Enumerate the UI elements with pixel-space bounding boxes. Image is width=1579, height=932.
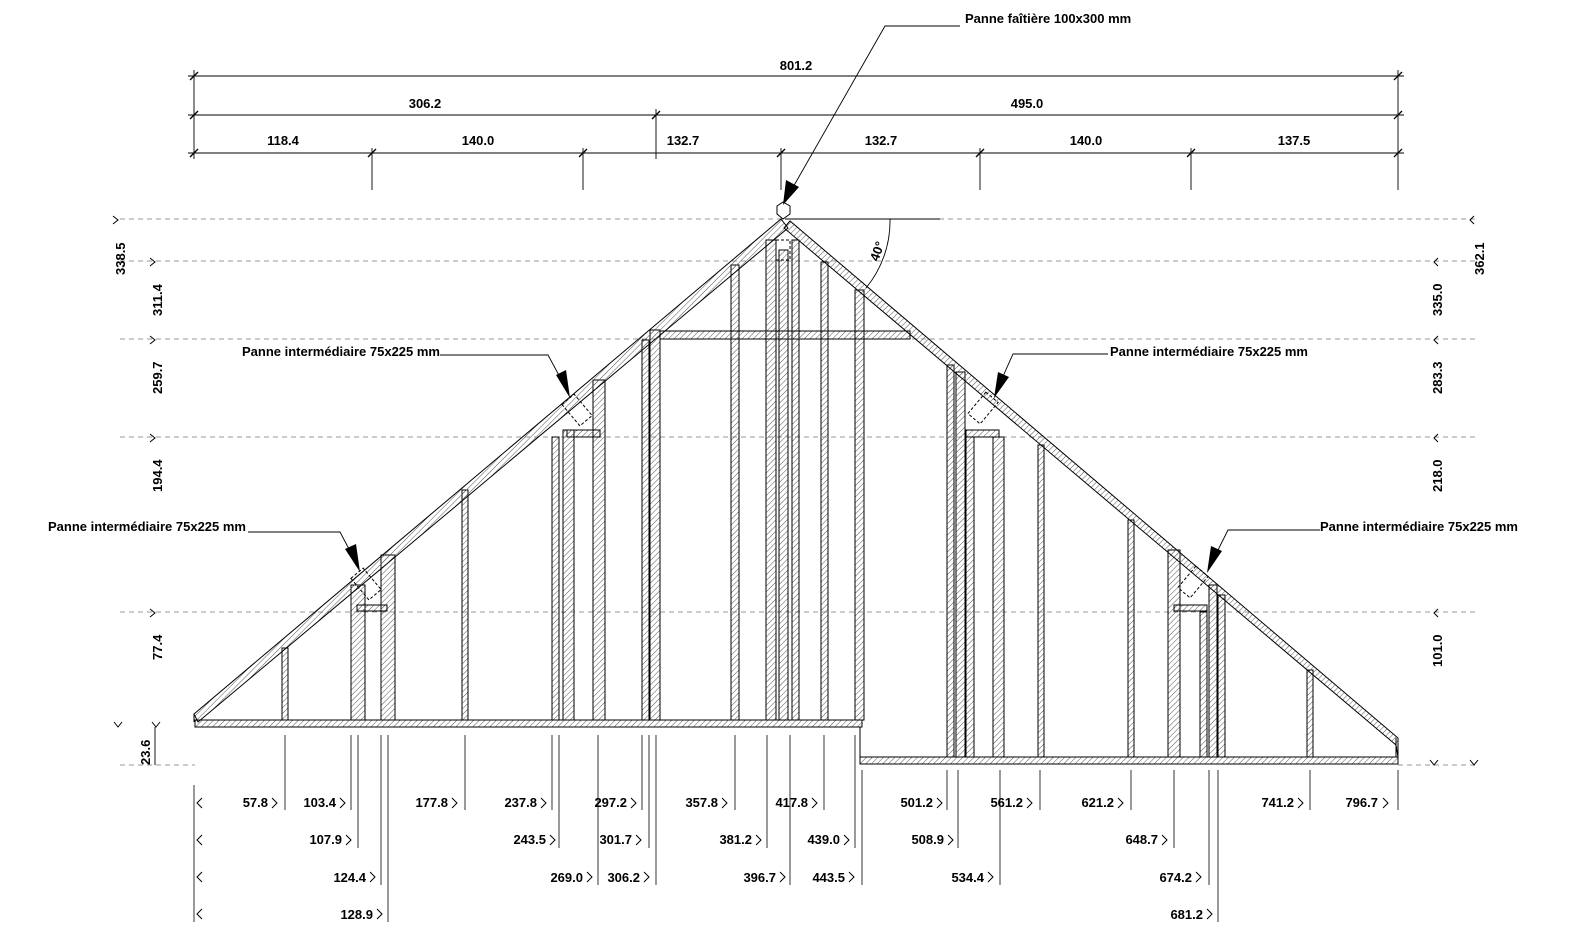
bottom-dim: 439.0 xyxy=(807,832,840,847)
dim-seg-5: 140.0 xyxy=(1070,133,1103,148)
bottom-dim: 301.7 xyxy=(599,832,632,847)
left-height-dims: 338.5 311.4 259.7 194.4 77.4 23.6 xyxy=(112,215,165,765)
left-height-3: 259.7 xyxy=(150,361,165,394)
left-height-1: 338.5 xyxy=(113,242,128,275)
dim-seg-1: 118.4 xyxy=(267,133,300,148)
right-height-dims: 362.1 335.0 283.3 218.0 101.0 xyxy=(1429,215,1487,766)
bottom-dim: 417.8 xyxy=(775,795,808,810)
bottom-dim: 297.2 xyxy=(594,795,627,810)
bottom-dim: 177.8 xyxy=(415,795,448,810)
studs xyxy=(281,239,1314,758)
purlins xyxy=(350,201,1209,601)
bottom-dim: 57.8 xyxy=(243,795,268,810)
bottom-dims-row4: 128.9 681.2 xyxy=(340,907,1203,922)
bottom-dim: 674.2 xyxy=(1159,870,1192,885)
bottom-dim-arrows xyxy=(196,797,1389,920)
bottom-dim: 381.2 xyxy=(719,832,752,847)
bottom-dim: 237.8 xyxy=(504,795,537,810)
bottom-dim: 796.7 xyxy=(1345,795,1378,810)
right-height-4: 218.0 xyxy=(1430,459,1445,492)
bottom-dim: 124.4 xyxy=(333,870,366,885)
bottom-dim: 357.8 xyxy=(685,795,718,810)
callout-purlin-lower-right: Panne intermédiaire 75x225 mm xyxy=(1320,519,1518,534)
bottom-dim: 443.5 xyxy=(812,870,845,885)
dim-seg-4: 132.7 xyxy=(865,133,898,148)
dim-right-span: 495.0 xyxy=(1011,96,1044,111)
leaders xyxy=(248,25,1320,573)
dim-overall: 801.2 xyxy=(780,58,813,73)
left-height-6: 23.6 xyxy=(138,740,153,765)
dim-seg-3: 132.7 xyxy=(667,133,700,148)
bottom-dims-row2: 107.9 243.5 301.7 381.2 439.0 508.9 648.… xyxy=(309,832,1158,847)
bottom-dims-row1: 57.8 103.4 177.8 237.8 297.2 357.8 417.8… xyxy=(243,795,1378,810)
right-height-5: 101.0 xyxy=(1430,634,1445,667)
bottom-dim: 621.2 xyxy=(1081,795,1114,810)
bottom-extension-lines xyxy=(193,735,1399,922)
top-dimensions: 801.2 306.2 495.0 118.4 140.0 132.7 132.… xyxy=(188,58,1404,190)
left-height-5: 77.4 xyxy=(150,634,165,660)
roof-angle: 40° xyxy=(785,218,940,289)
bottom-dim: 243.5 xyxy=(513,832,546,847)
right-height-3: 283.3 xyxy=(1430,361,1445,394)
bottom-dim: 561.2 xyxy=(990,795,1023,810)
bottom-dim: 534.4 xyxy=(951,870,984,885)
dim-left-span: 306.2 xyxy=(409,96,442,111)
bottom-dim: 128.9 xyxy=(340,907,373,922)
callout-purlin-upper-left: Panne intermédiaire 75x225 mm xyxy=(242,344,440,359)
right-height-1: 362.1 xyxy=(1472,242,1487,275)
dim-seg-6: 137.5 xyxy=(1278,133,1311,148)
bottom-dim: 681.2 xyxy=(1170,907,1203,922)
callout-purlin-upper-right: Panne intermédiaire 75x225 mm xyxy=(1110,344,1308,359)
bottom-dim: 501.2 xyxy=(900,795,933,810)
right-height-2: 335.0 xyxy=(1430,283,1445,316)
roof-angle-label: 40° xyxy=(867,239,888,263)
rafters xyxy=(193,218,1399,758)
left-height-4: 194.4 xyxy=(150,459,165,492)
bottom-dim: 103.4 xyxy=(303,795,336,810)
bottom-dims-row3: 124.4 269.0 306.2 396.7 443.5 534.4 674.… xyxy=(333,870,1192,885)
bottom-dim: 508.9 xyxy=(911,832,944,847)
callout-purlin-lower-left: Panne intermédiaire 75x225 mm xyxy=(48,519,246,534)
bottom-dim: 396.7 xyxy=(743,870,776,885)
bottom-dim: 648.7 xyxy=(1125,832,1158,847)
bottom-dim: 107.9 xyxy=(309,832,342,847)
dim-seg-2: 140.0 xyxy=(462,133,495,148)
bottom-dim: 741.2 xyxy=(1261,795,1294,810)
callout-ridge-purlin: Panne faîtière 100x300 mm xyxy=(965,11,1131,26)
bottom-dim: 269.0 xyxy=(550,870,583,885)
left-height-2: 311.4 xyxy=(150,283,165,316)
bottom-dim: 306.2 xyxy=(607,870,640,885)
